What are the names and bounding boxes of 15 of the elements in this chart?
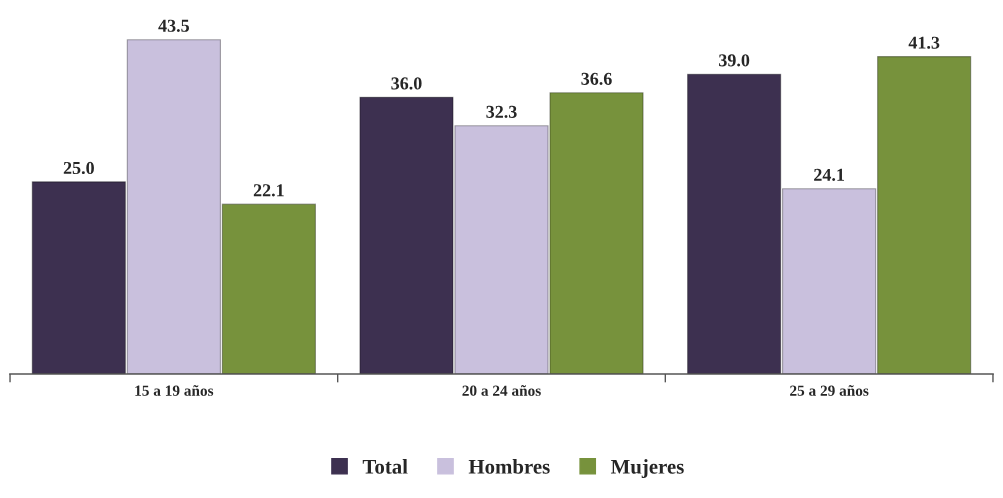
data-label: 41.3 <box>908 36 940 49</box>
x-tick-label: 20 a 24 años <box>462 385 541 396</box>
data-label: 22.1 <box>253 184 284 197</box>
data-label: 36.0 <box>391 77 422 90</box>
legend-label: Hombres <box>468 459 550 474</box>
data-label: 36.6 <box>581 72 612 85</box>
data-label: 24.1 <box>814 168 845 182</box>
legend-label: Mujeres <box>610 459 684 478</box>
data-label: 25.0 <box>63 161 94 175</box>
data-label: 43.5 <box>158 19 189 32</box>
legend-label: Total <box>362 459 408 474</box>
data-label: 32.3 <box>486 105 517 119</box>
data-label: 39.0 <box>719 54 750 67</box>
x-tick-label: 25 a 29 años <box>790 385 869 396</box>
x-tick-label: 15 a 19 años <box>135 385 214 396</box>
